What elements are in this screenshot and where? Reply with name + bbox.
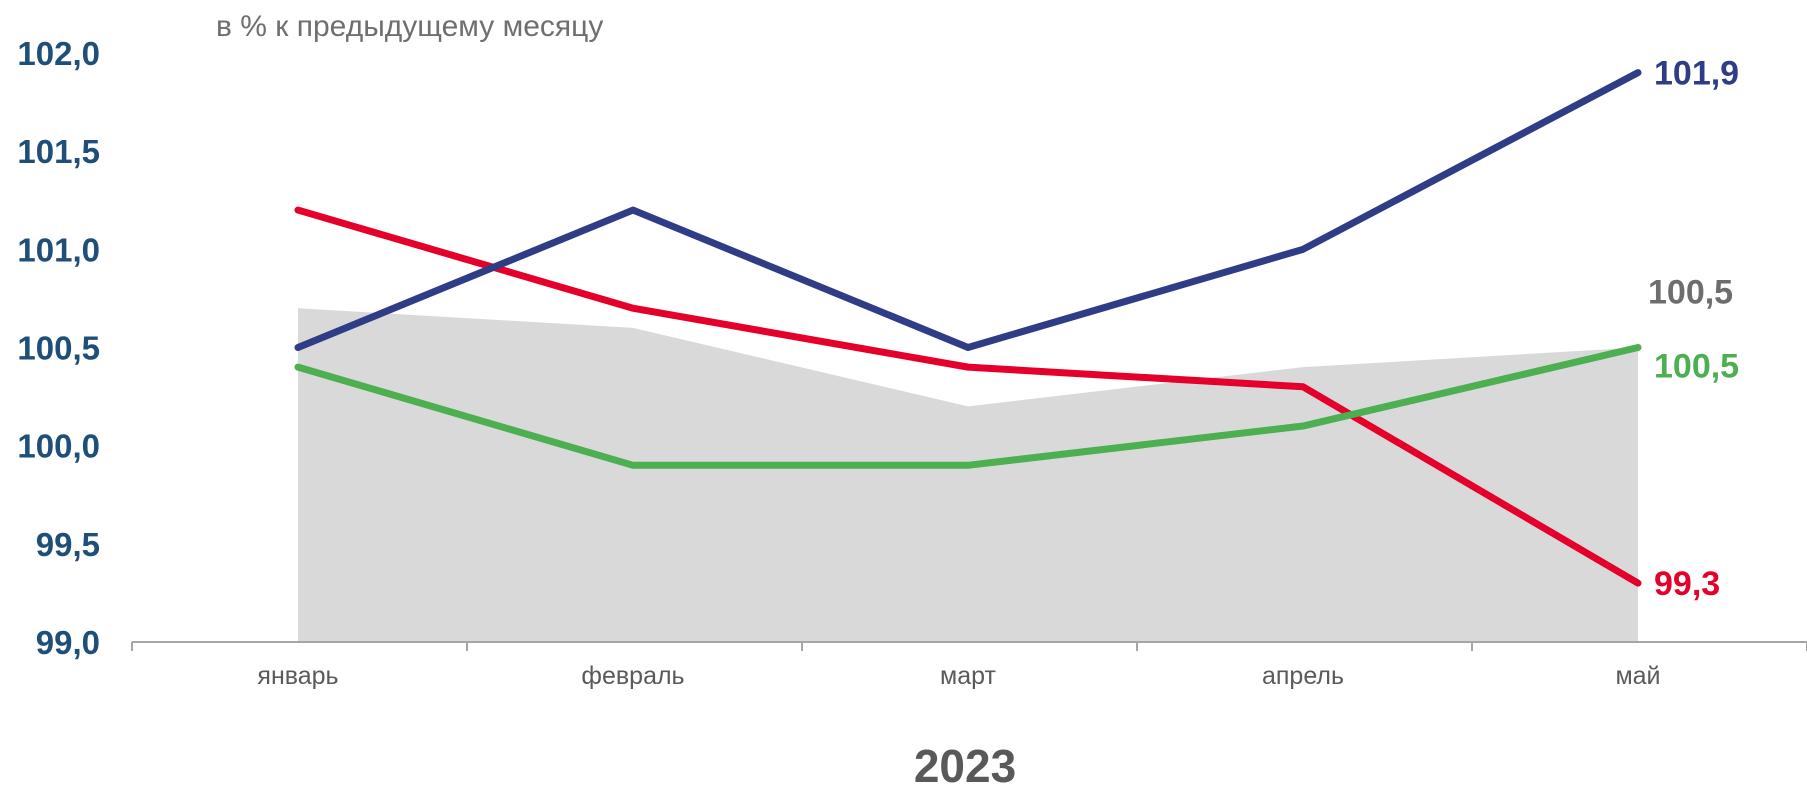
y-axis: 99,0 99,5 100,0 100,5 101,0 101,5 102,0 [17, 35, 100, 661]
end-label-series-3: 101,9 [1654, 55, 1739, 93]
y-tick-label: 99,5 [36, 526, 100, 563]
x-tick-label: май [1615, 662, 1660, 690]
y-tick-label: 100,0 [17, 428, 100, 465]
y-tick-label: 101,0 [17, 231, 100, 268]
area-layer [298, 308, 1638, 642]
x-tick-label: январь [257, 662, 338, 690]
end-labels: 101,9 100,5 100,5 99,3 [1648, 55, 1739, 603]
series-line-2 [294, 344, 1642, 469]
y-tick-label: 102,0 [17, 35, 100, 72]
x-axis-title: 2023 [914, 740, 1016, 786]
x-tick-label: апрель [1262, 662, 1344, 690]
x-tick-label: март [940, 662, 996, 690]
chart-subtitle: в % к предыдущему месяцу [216, 10, 603, 43]
x-axis [131, 641, 1807, 651]
x-tick-label: февраль [581, 662, 684, 690]
end-label-series-2: 100,5 [1654, 348, 1739, 386]
series-line-3 [294, 69, 1642, 351]
series-layer [294, 69, 1642, 587]
series-line-1 [294, 206, 1642, 587]
x-tick-labels: январь февраль март апрель май [257, 662, 1660, 690]
area-series [298, 308, 1638, 642]
y-tick-label: 100,5 [17, 330, 100, 367]
end-label-area: 100,5 [1648, 274, 1733, 312]
y-tick-label: 99,0 [36, 624, 100, 661]
y-tick-label: 101,5 [17, 133, 100, 170]
end-label-series-1: 99,3 [1654, 565, 1720, 603]
